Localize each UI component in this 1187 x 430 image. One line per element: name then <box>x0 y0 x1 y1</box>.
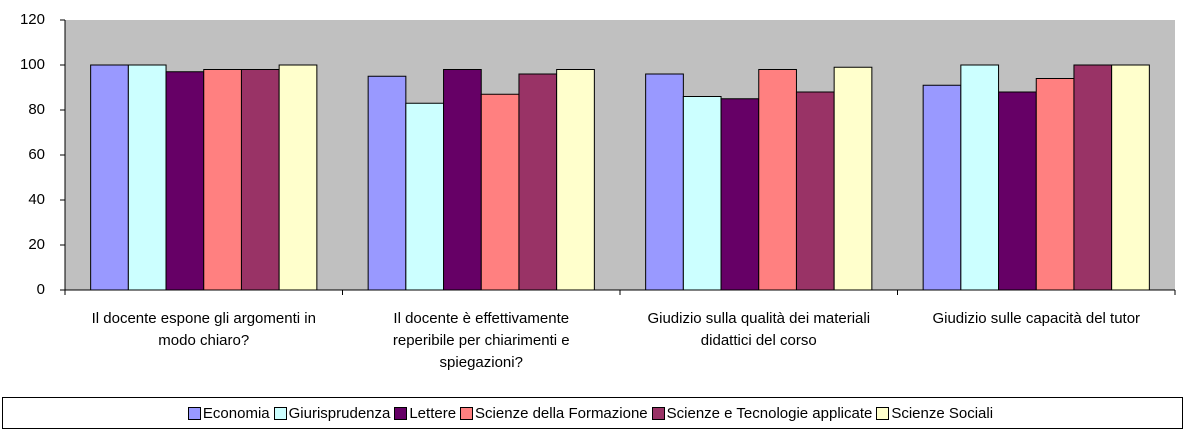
legend: Economia Giurisprudenza Lettere Scienze del… <box>2 397 1183 429</box>
y-tick-label: 80 <box>28 101 45 118</box>
bar <box>645 73 684 291</box>
legend-swatch <box>273 406 287 420</box>
bar <box>1111 64 1150 291</box>
y-tick-label: 100 <box>20 56 45 73</box>
bar <box>278 64 318 291</box>
bar <box>960 64 1000 291</box>
bar <box>922 84 962 291</box>
legend-swatch <box>187 406 201 420</box>
bar <box>795 91 835 291</box>
y-tick-label: 40 <box>28 191 45 208</box>
legend-item: Giurisprudenza <box>273 404 391 422</box>
legend-swatch <box>460 406 474 420</box>
bar <box>720 98 760 291</box>
bar <box>1073 64 1113 291</box>
legend-item: Scienze Sociali <box>876 405 993 422</box>
legend-swatch <box>394 406 408 420</box>
legend-swatch <box>651 406 665 420</box>
y-tick-label: 20 <box>28 236 45 253</box>
bar <box>367 75 407 291</box>
bar <box>165 71 205 291</box>
bar <box>518 73 558 291</box>
bar <box>405 102 445 291</box>
y-tick-label: 0 <box>37 281 45 298</box>
bar <box>90 64 129 291</box>
legend-label: Scienze Sociali <box>891 404 994 422</box>
bar <box>998 91 1037 291</box>
legend-label: Economia <box>202 404 270 422</box>
bar <box>556 69 595 291</box>
legend-item: Scienze e Tecnologie applicate <box>651 404 873 422</box>
legend-item: Economia <box>187 404 270 422</box>
x-tick-label: Il docente è effettivamente reperibile p… <box>392 310 570 371</box>
y-tick-label: 60 <box>28 146 45 163</box>
legend-label: Scienze della Formazione <box>475 404 648 422</box>
chart: 0 20 40 60 80 100 120 <box>20 11 1176 298</box>
legend-item: Lettere <box>394 405 456 422</box>
x-tick-label: Giudizio sulla qualità dei materiali did… <box>647 310 871 349</box>
y-tick-label: 120 <box>20 11 45 28</box>
x-tick-label: Giudizio sulle capacità del tutor <box>932 310 1141 327</box>
bar <box>443 69 482 291</box>
legend-label: Scienze e Tecnologie applicate <box>666 404 873 422</box>
bar <box>682 96 722 291</box>
x-tick-label: Il docente espone gli argomenti in modo … <box>91 310 316 349</box>
bar <box>240 69 280 291</box>
bar <box>480 93 520 291</box>
legend-label: Giurisprudenza <box>288 404 391 422</box>
bar <box>203 69 242 291</box>
legend-swatch <box>876 406 890 420</box>
legend-item: Scienze della Formazione <box>460 405 648 422</box>
legend-label: Lettere <box>409 404 457 422</box>
bar <box>758 69 797 291</box>
bar <box>1035 78 1075 291</box>
bar <box>833 66 873 291</box>
bar <box>127 64 167 291</box>
